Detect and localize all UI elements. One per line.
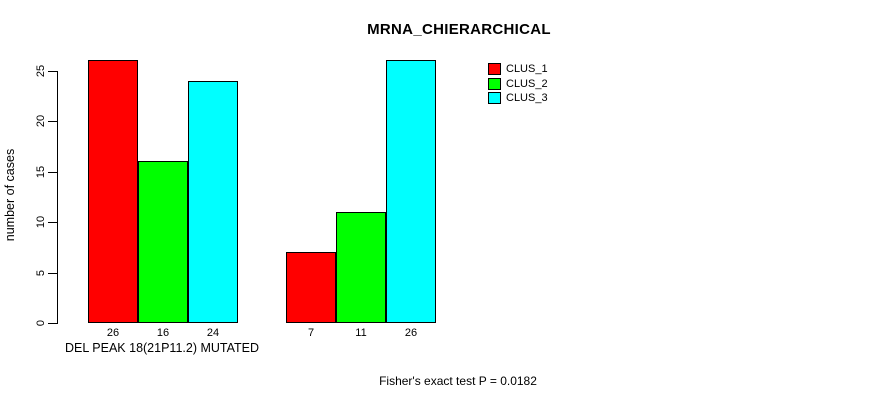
bar-value-label: 24 [206, 327, 220, 339]
y-tick-label: 0 [35, 319, 47, 327]
y-tick-label: 15 [35, 165, 47, 178]
y-tick [48, 272, 57, 274]
bar-value-label: 26 [106, 327, 120, 339]
y-tick-label: 25 [35, 64, 47, 77]
y-axis-label: number of cases [3, 148, 17, 242]
y-tick [48, 222, 57, 223]
legend-swatch-clus-1 [488, 63, 501, 76]
annotation-text: Fisher's exact test P = 0.0182 [379, 374, 537, 388]
bar-value-label: 26 [404, 327, 418, 339]
y-tick [48, 171, 57, 173]
bar-clus_2-group1 [138, 161, 188, 323]
legend: CLUS_1 CLUS_2 CLUS_3 [488, 62, 548, 106]
y-tick-label: 5 [35, 269, 47, 276]
y-tick [48, 121, 57, 122]
bar-value-label: 16 [156, 327, 170, 339]
legend-label-clus-1: CLUS_1 [506, 63, 548, 76]
chart-title: MRNA_CHIERARCHICAL [367, 21, 551, 38]
legend-swatch-clus-3 [488, 92, 501, 105]
bar-clus_1-group2 [286, 252, 336, 323]
y-tick [48, 323, 57, 324]
bar-clus_3-group1 [188, 80, 238, 323]
legend-item-clus-1: CLUS_1 [488, 62, 548, 77]
legend-swatch-clus-2 [488, 77, 501, 90]
bar-value-label: 7 [307, 327, 315, 339]
legend-label-clus-2: CLUS_2 [506, 77, 548, 90]
legend-item-clus-3: CLUS_3 [488, 91, 548, 106]
legend-item-clus-2: CLUS_2 [488, 77, 548, 92]
y-axis-line [57, 70, 58, 324]
bar-clus_3-group2 [386, 60, 436, 323]
y-tick [48, 70, 57, 72]
x-axis-label: DEL PEAK 18(21P11.2) MUTATED [64, 341, 260, 355]
y-tick-label: 10 [35, 215, 47, 229]
y-tick-label: 20 [35, 114, 47, 128]
bar-value-label: 11 [355, 327, 367, 339]
legend-label-clus-3: CLUS_3 [506, 92, 548, 105]
bar-clus_1-group1 [88, 60, 138, 323]
bar-clus_2-group2 [336, 211, 386, 323]
